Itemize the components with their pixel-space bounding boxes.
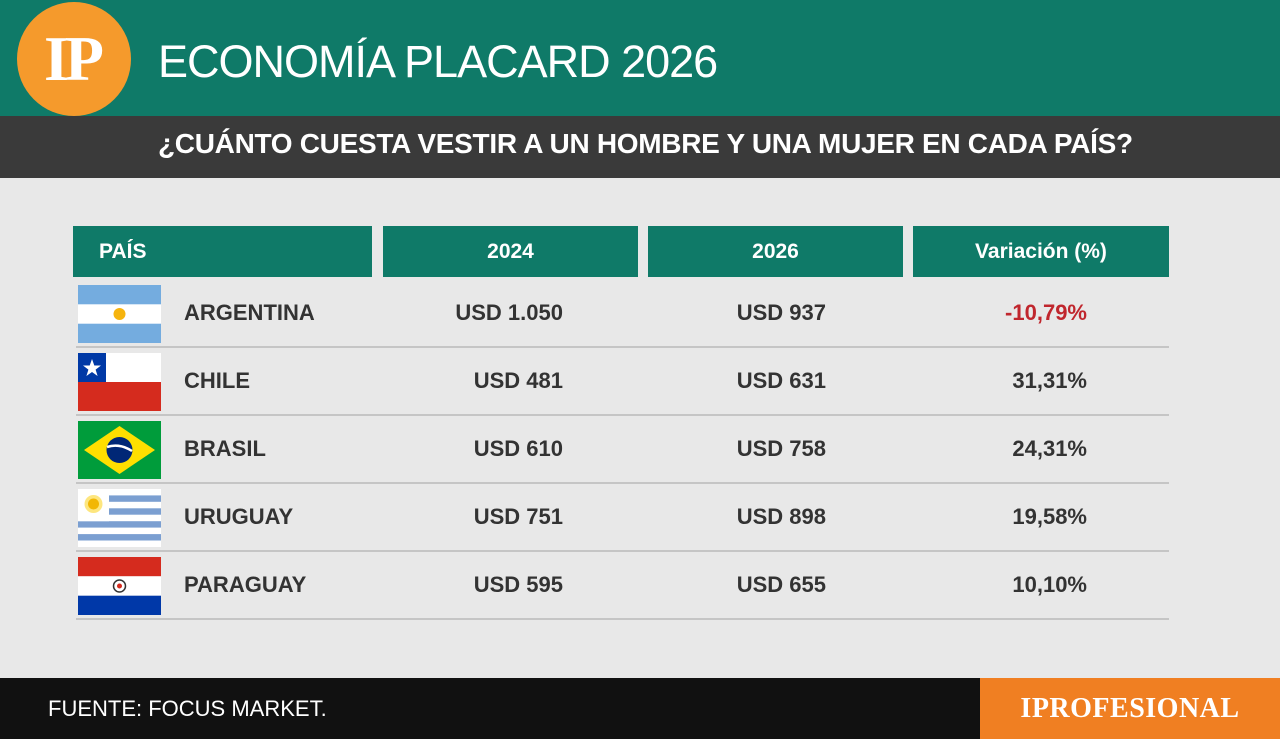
value-2024: USD 610: [473, 436, 563, 461]
brazil-flag-icon: [78, 421, 161, 479]
table-row-argentina: ARGENTINA USD 1.050 USD 937 -10,79%: [76, 280, 1169, 348]
value-2024: USD 751: [473, 504, 563, 529]
value-2026: USD 898: [736, 504, 826, 529]
column-header-variation: Variación (%): [913, 226, 1169, 277]
table-row-chile: CHILE USD 481 USD 631 31,31%: [76, 348, 1169, 416]
table-row-paraguay: PARAGUAY USD 595 USD 655 10,10%: [76, 552, 1169, 620]
argentina-flag-icon: [78, 285, 161, 343]
chile-flag-icon: [78, 353, 161, 411]
value-variation: 24,31%: [1012, 436, 1087, 461]
country-name: PARAGUAY: [184, 572, 307, 597]
uruguay-flag-icon: [78, 489, 161, 547]
value-2024: USD 481: [473, 368, 563, 393]
value-variation: 19,58%: [1012, 504, 1087, 529]
paraguay-flag-icon: [78, 557, 161, 615]
country-name: ARGENTINA: [184, 300, 315, 325]
logo-text: IP: [44, 23, 104, 94]
page-subtitle: ¿CUÁNTO CUESTA VESTIR A UN HOMBRE Y UNA …: [158, 128, 1133, 159]
value-variation: 31,31%: [1012, 368, 1087, 393]
table-row-uruguay: URUGUAY USD 751 USD 898 19,58%: [76, 484, 1169, 552]
value-variation: -10,79%: [1005, 300, 1087, 325]
value-2026: USD 758: [736, 436, 826, 461]
source-note: FUENTE: FOCUS MARKET.: [48, 696, 327, 721]
country-name: CHILE: [184, 368, 250, 393]
column-header-country: PAÍS: [73, 226, 372, 277]
value-2024: USD 595: [473, 572, 563, 597]
country-name: BRASIL: [184, 436, 266, 461]
column-header-2026: 2026: [648, 226, 903, 277]
subtitle-banner: [0, 116, 1280, 178]
page-title: ECONOMÍA PLACARD 2026: [158, 36, 718, 87]
value-2026: USD 655: [736, 572, 826, 597]
column-header-2024: 2024: [383, 226, 638, 277]
country-name: URUGUAY: [184, 504, 294, 529]
value-2026: USD 631: [736, 368, 826, 393]
value-variation: 10,10%: [1012, 572, 1087, 597]
header-banner: [0, 0, 1280, 116]
table-row-brasil: BRASIL USD 610 USD 758 24,31%: [76, 416, 1169, 484]
value-2024: USD 1.050: [455, 300, 563, 325]
value-2026: USD 937: [736, 300, 826, 325]
brand-logo: IPROFESIONAL: [980, 678, 1280, 739]
ip-logo: IP: [17, 2, 131, 116]
